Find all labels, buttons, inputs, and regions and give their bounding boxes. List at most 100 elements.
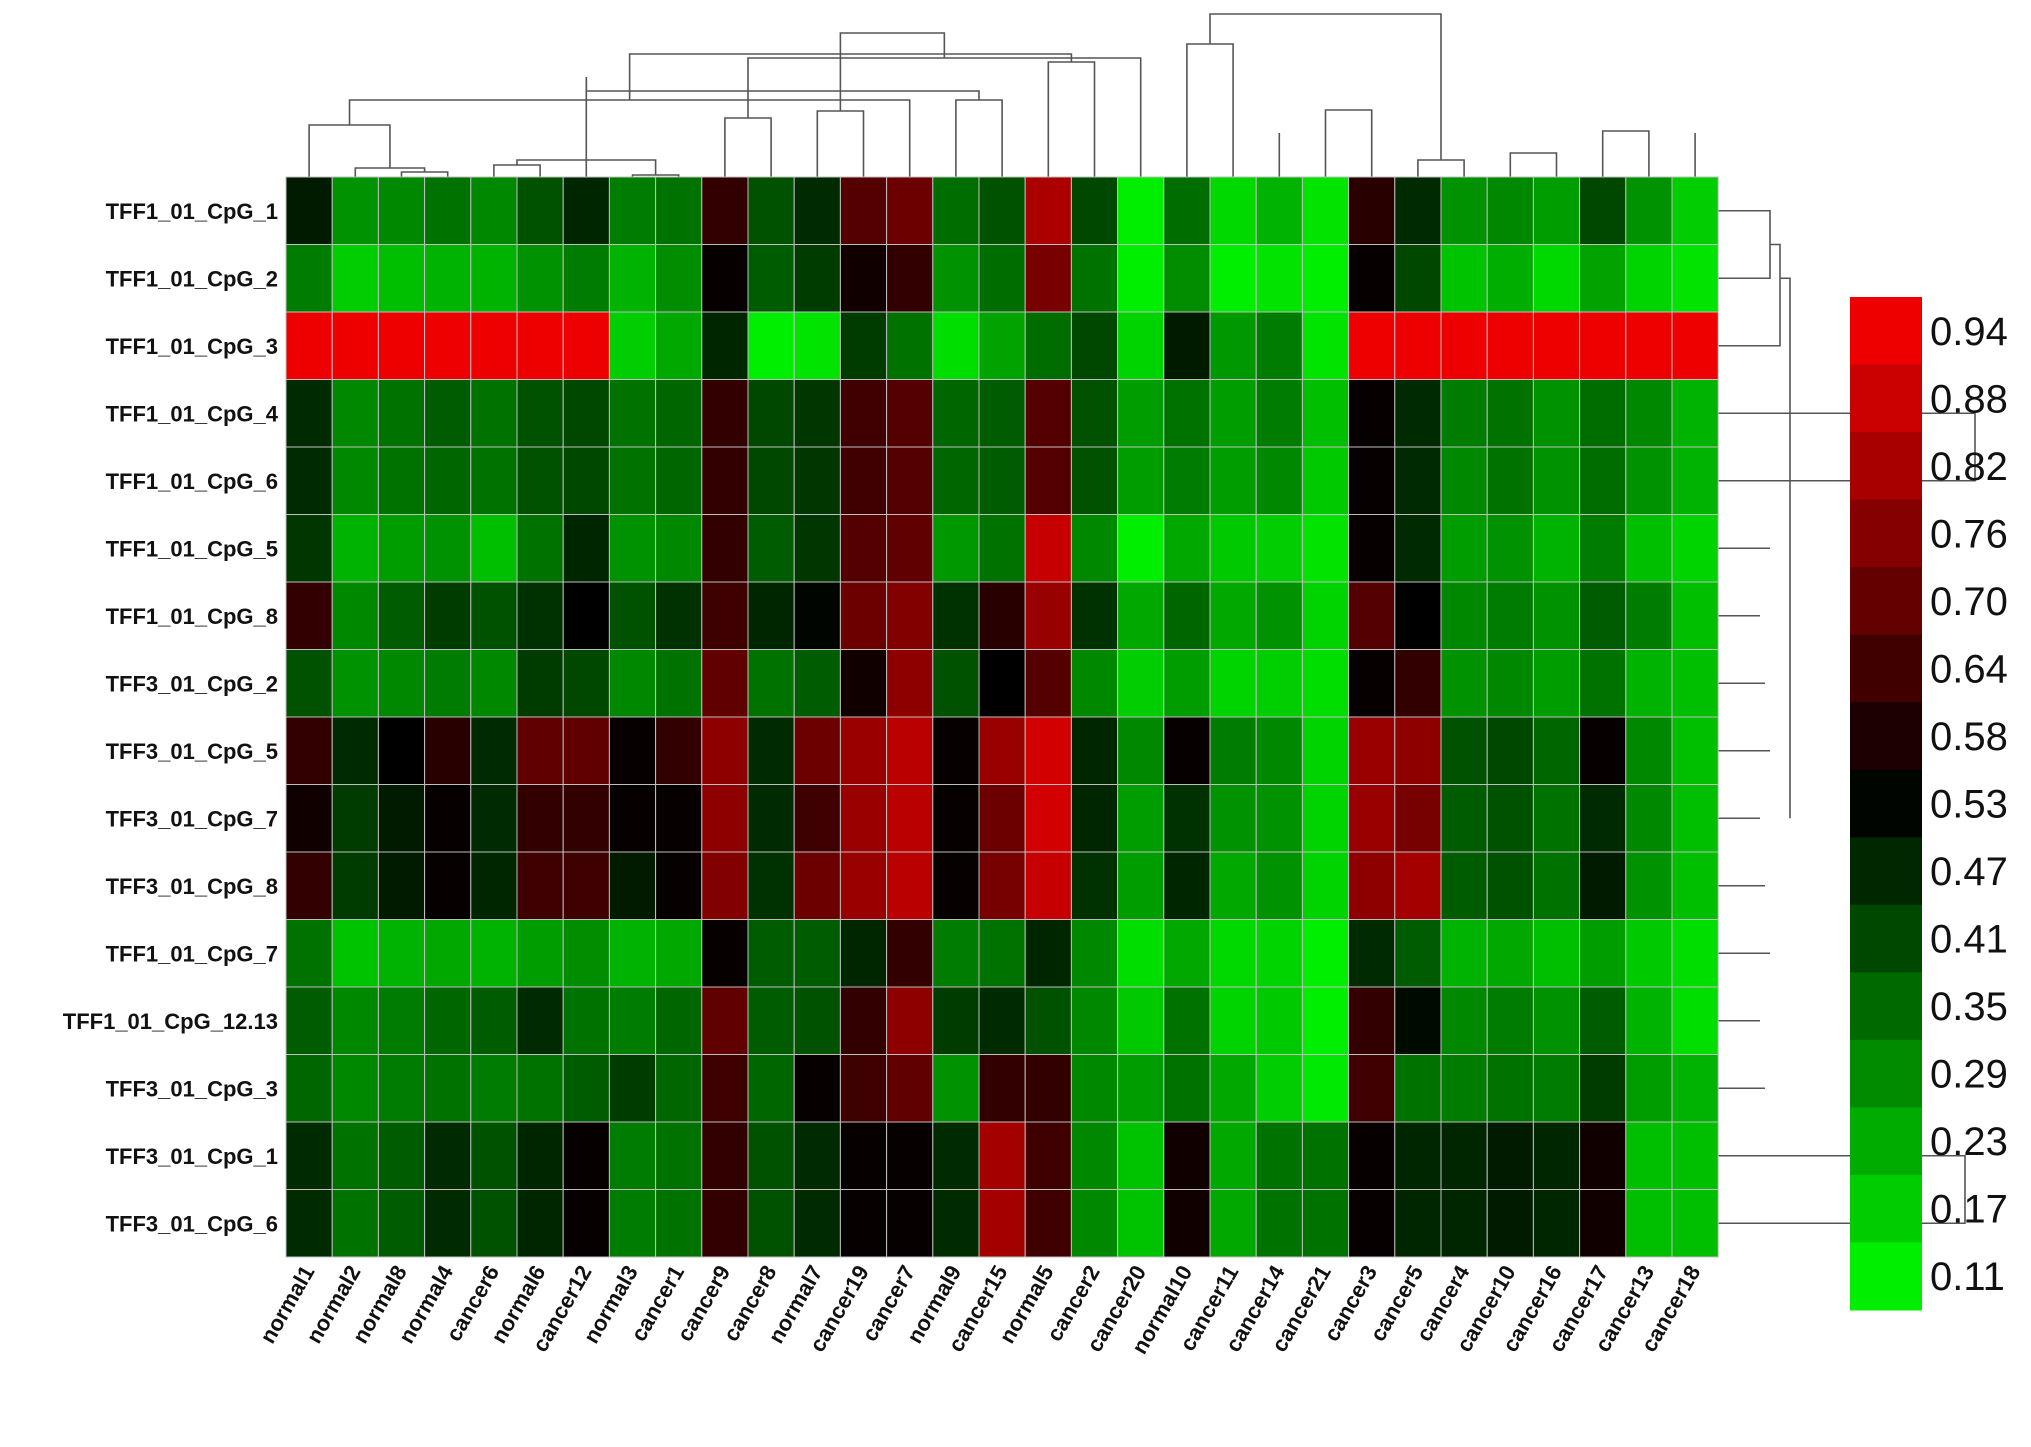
heatmap-cell bbox=[285, 581, 333, 650]
heatmap-cell bbox=[747, 244, 795, 313]
heatmap-cell bbox=[839, 1189, 888, 1258]
heatmap-cell bbox=[562, 986, 610, 1055]
heatmap-cell bbox=[562, 716, 610, 785]
heatmap-cell bbox=[1163, 649, 1211, 718]
row-label: TFF1_01_CpG_5 bbox=[106, 536, 278, 561]
heatmap-cell bbox=[1117, 244, 1165, 313]
heatmap-cell bbox=[1625, 784, 1673, 853]
heatmap-cell bbox=[978, 311, 1026, 380]
heatmap-cell bbox=[285, 716, 333, 785]
heatmap-cell bbox=[1532, 851, 1581, 920]
color-scale-swatch bbox=[1850, 364, 1922, 433]
heatmap-cell bbox=[839, 716, 888, 785]
heatmap-cell bbox=[793, 919, 841, 988]
heatmap-cell bbox=[331, 649, 379, 718]
heatmap-cell bbox=[1625, 851, 1673, 920]
heatmap-cell bbox=[285, 514, 333, 583]
row-label: TFF3_01_CpG_8 bbox=[106, 874, 278, 899]
row-label: TFF1_01_CpG_7 bbox=[106, 941, 278, 966]
heatmap-cell bbox=[701, 1121, 749, 1190]
heatmap-cell bbox=[1440, 649, 1488, 718]
heatmap-cell bbox=[1209, 986, 1257, 1055]
heatmap-cell bbox=[1625, 446, 1673, 515]
heatmap-cell bbox=[285, 784, 333, 853]
heatmap-cell bbox=[1440, 986, 1488, 1055]
heatmap-cell bbox=[1394, 446, 1442, 515]
heatmap-cell bbox=[1579, 851, 1627, 920]
dendrogram-branch bbox=[1209, 13, 1442, 160]
heatmap-cell bbox=[1117, 986, 1165, 1055]
heatmap-cell bbox=[1163, 244, 1211, 313]
heatmap-cell bbox=[1579, 784, 1627, 853]
heatmap-cell bbox=[1671, 176, 1719, 245]
heatmap-cell bbox=[839, 1121, 888, 1190]
heatmap-cell bbox=[1625, 1121, 1673, 1190]
dendrogram-branch bbox=[816, 110, 865, 177]
heatmap-cell bbox=[1671, 784, 1719, 853]
heatmap-cell bbox=[470, 649, 518, 718]
heatmap-cell bbox=[470, 986, 518, 1055]
heatmap-cell bbox=[331, 986, 379, 1055]
heatmap-cell bbox=[1070, 244, 1119, 313]
row-label: TFF3_01_CpG_2 bbox=[106, 671, 278, 696]
heatmap-cell bbox=[1671, 244, 1719, 313]
heatmap-cell bbox=[1532, 1189, 1581, 1258]
heatmap-cell bbox=[932, 1054, 980, 1123]
heatmap-cell bbox=[701, 649, 749, 718]
heatmap-cell bbox=[747, 581, 795, 650]
heatmap-cell bbox=[701, 1189, 749, 1258]
heatmap-cell bbox=[1532, 446, 1581, 515]
heatmap-cell bbox=[1301, 446, 1350, 515]
heatmap-cell bbox=[1579, 1189, 1627, 1258]
heatmap-cell bbox=[1117, 649, 1165, 718]
heatmap-cell bbox=[562, 1121, 610, 1190]
heatmap-cell bbox=[1301, 514, 1350, 583]
heatmap-cell bbox=[747, 919, 795, 988]
heatmap-cell bbox=[1070, 649, 1119, 718]
heatmap-cell bbox=[1625, 716, 1673, 785]
heatmap-cell bbox=[1532, 581, 1581, 650]
heatmap-cell bbox=[608, 986, 657, 1055]
color-scale-tick: 0.29 bbox=[1930, 1053, 2008, 1097]
row-label: TFF3_01_CpG_5 bbox=[106, 739, 278, 764]
color-scale-tick: 0.70 bbox=[1930, 580, 2008, 624]
heatmap-cell bbox=[1440, 379, 1488, 448]
heatmap-cell bbox=[285, 1054, 333, 1123]
heatmap-cell bbox=[1532, 716, 1581, 785]
heatmap-cell bbox=[839, 379, 888, 448]
heatmap-cell bbox=[655, 311, 703, 380]
heatmap-cell bbox=[1163, 1121, 1211, 1190]
heatmap-cell bbox=[1163, 784, 1211, 853]
heatmap-cell bbox=[747, 1121, 795, 1190]
heatmap-cell bbox=[608, 649, 657, 718]
heatmap-cell bbox=[1255, 1054, 1303, 1123]
heatmap-cell bbox=[886, 1121, 934, 1190]
heatmap-cell bbox=[839, 1054, 888, 1123]
heatmap-cell bbox=[1579, 716, 1627, 785]
dendrogram-branch bbox=[955, 99, 1003, 177]
heatmap-cell bbox=[1486, 1189, 1534, 1258]
dendrogram-branch bbox=[1718, 1154, 1966, 1225]
heatmap-cell bbox=[1671, 446, 1719, 515]
heatmap-cell bbox=[932, 244, 980, 313]
dendrogram-branch bbox=[1509, 152, 1558, 177]
heatmap-cell bbox=[424, 514, 472, 583]
heatmap-cell bbox=[1024, 311, 1072, 380]
color-scale-swatch bbox=[1850, 904, 1922, 973]
row-label: TFF1_01_CpG_6 bbox=[106, 469, 278, 494]
heatmap-cell bbox=[932, 379, 980, 448]
heatmap-cell bbox=[285, 919, 333, 988]
heatmap-cell bbox=[424, 851, 472, 920]
heatmap-cell bbox=[747, 176, 795, 245]
heatmap-cell bbox=[1163, 514, 1211, 583]
heatmap-cell bbox=[424, 244, 472, 313]
heatmap-cell bbox=[839, 514, 888, 583]
heatmap-cell bbox=[1301, 311, 1350, 380]
heatmap-cell bbox=[377, 514, 426, 583]
heatmap-cell bbox=[331, 244, 379, 313]
heatmap-cell bbox=[516, 919, 564, 988]
heatmap-cell bbox=[1625, 649, 1673, 718]
color-scale-tick: 0.11 bbox=[1930, 1255, 2005, 1299]
heatmap-cell bbox=[1486, 716, 1534, 785]
heatmap-cell bbox=[516, 379, 564, 448]
